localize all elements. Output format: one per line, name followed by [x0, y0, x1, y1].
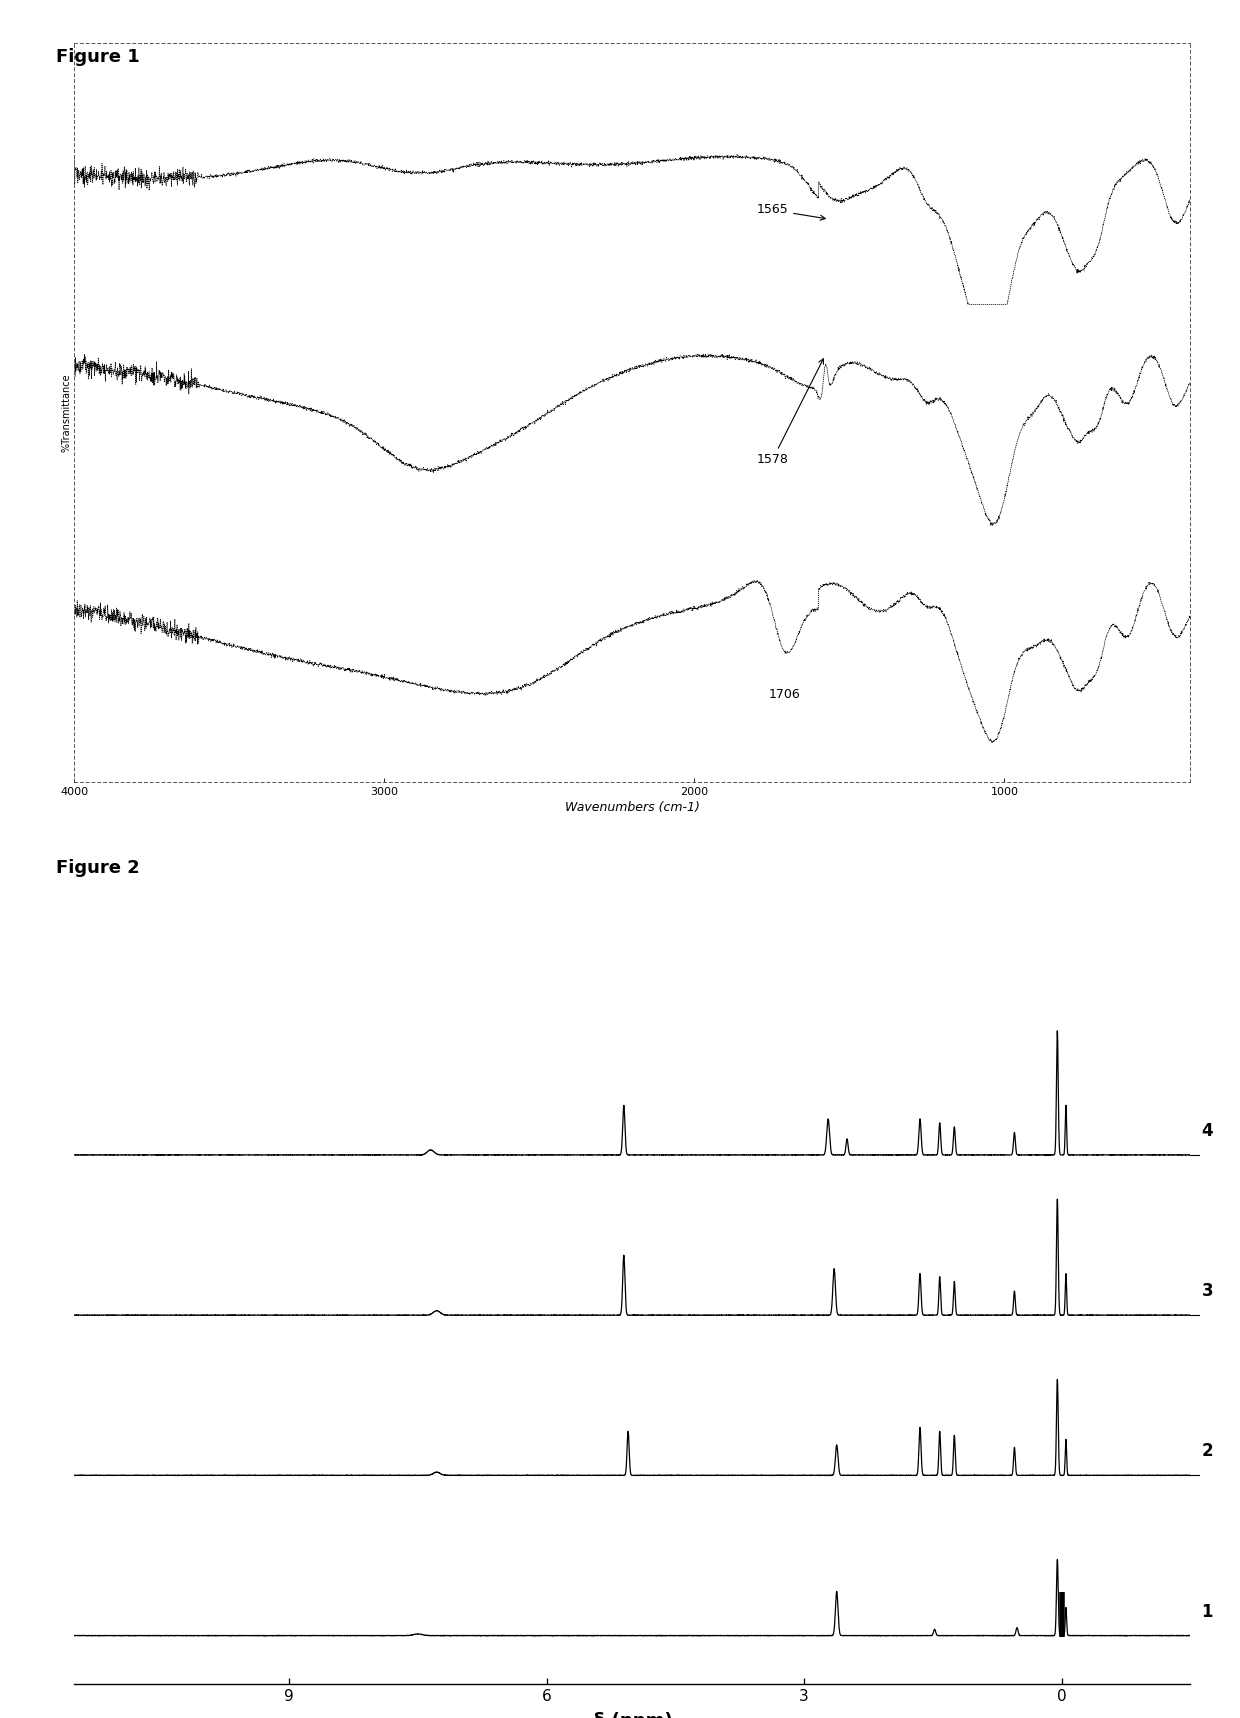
- Text: Figure 2: Figure 2: [56, 859, 140, 876]
- Text: 3: 3: [1202, 1282, 1213, 1301]
- Text: 4: 4: [1202, 1122, 1213, 1141]
- Text: 2: 2: [1202, 1443, 1213, 1460]
- Text: 1565: 1565: [756, 203, 826, 220]
- Text: 1578: 1578: [756, 359, 823, 467]
- Y-axis label: %Transmittance: %Transmittance: [62, 373, 72, 452]
- Text: 1: 1: [1202, 1603, 1213, 1620]
- X-axis label: Wavenumbers (cm-1): Wavenumbers (cm-1): [565, 801, 699, 814]
- Text: 1706: 1706: [769, 687, 801, 701]
- X-axis label: δ (ppm): δ (ppm): [593, 1711, 672, 1718]
- Text: Figure 1: Figure 1: [56, 48, 140, 65]
